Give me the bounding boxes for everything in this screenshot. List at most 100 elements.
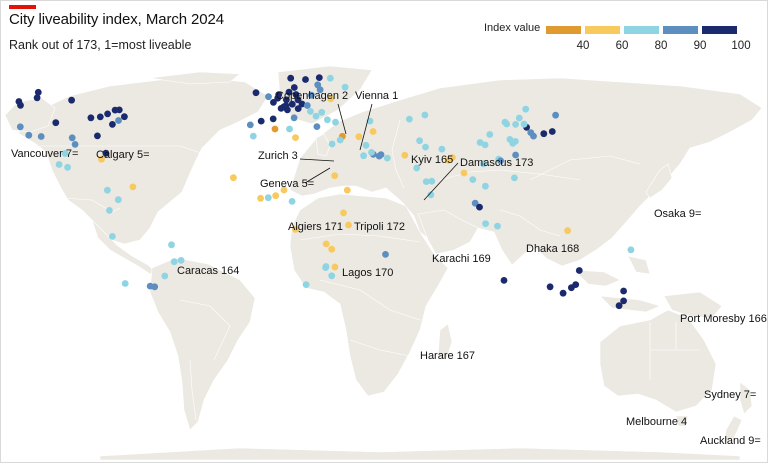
city-dot-91 (406, 115, 413, 123)
legend-tick-40: 40 (576, 40, 590, 52)
city-dot-89 (368, 149, 375, 156)
city-dot-110 (494, 222, 501, 230)
city-dot-46 (315, 74, 323, 81)
label-damascus: Damascus 173 (460, 157, 533, 169)
land-arctic-islands (149, 71, 241, 85)
city-dot-129 (520, 120, 528, 128)
legend-tick-100: 100 (731, 40, 751, 52)
label-zurich: Zurich 3 (258, 150, 298, 162)
label-osaka: Osaka 9= (654, 208, 701, 220)
legend-swatch-90-100 (702, 26, 737, 34)
land-japan (645, 163, 673, 199)
city-dot-117 (503, 120, 511, 128)
city-dot-35 (170, 258, 178, 266)
city-dot-47 (292, 91, 300, 98)
city-dot-161 (331, 263, 339, 271)
chart-subtitle: Rank out of 173, 1=most liveable (9, 38, 192, 52)
city-dot-87 (377, 151, 385, 158)
city-dot-59 (284, 106, 291, 114)
land-arabia (417, 209, 479, 255)
city-dot-61 (246, 121, 254, 129)
city-dot-124 (522, 105, 530, 113)
city-dot-68 (326, 74, 334, 82)
city-dot-162 (382, 251, 389, 258)
border-china-mongolia (529, 155, 641, 181)
landmass-layer (4, 65, 763, 460)
city-dot-65 (316, 86, 324, 94)
legend-swatch-80-90 (663, 26, 698, 34)
city-dot-62 (252, 89, 260, 97)
city-dot-60 (313, 123, 321, 130)
land-eurasia (289, 77, 763, 267)
world-map: Vancouver 7= Calgary 5= Copenhagen 2 Vie… (4, 65, 767, 460)
city-dot-11 (121, 113, 128, 121)
city-dot-151 (343, 186, 351, 194)
city-dot-10 (87, 114, 95, 122)
city-dot-95 (422, 143, 429, 151)
city-dot-16 (102, 149, 110, 157)
city-dot-97 (422, 178, 430, 185)
city-dot-123 (512, 121, 519, 128)
city-dot-126 (512, 151, 519, 159)
label-harare: Harare 167 (420, 350, 475, 362)
city-dot-100 (444, 156, 452, 164)
leader-zurich (299, 158, 335, 162)
city-dot-28 (106, 207, 113, 214)
city-dot-74 (271, 125, 279, 133)
city-dot-21 (64, 163, 71, 171)
city-dot-144 (615, 302, 623, 310)
city-dot-67 (341, 83, 349, 91)
city-dot-4 (25, 131, 33, 139)
city-dot-131 (540, 130, 548, 138)
border-australia-states (649, 322, 700, 380)
city-dot-75 (292, 134, 299, 141)
city-dot-104 (460, 169, 468, 177)
city-dot-137 (559, 289, 567, 297)
city-dot-139 (500, 277, 508, 284)
brand-accent-bar (9, 5, 36, 9)
land-antarctica (99, 447, 741, 460)
label-tripoli: Tripoli 172 (354, 221, 405, 233)
city-dot-26 (114, 196, 122, 204)
city-dot-154 (328, 245, 336, 253)
land-north-america (17, 77, 269, 245)
city-dot-72 (324, 116, 331, 124)
leader-damascus (423, 162, 459, 201)
city-dot-125 (515, 114, 523, 122)
city-dot-71 (312, 112, 320, 120)
city-dot-22 (55, 161, 63, 168)
city-dot-18 (68, 134, 76, 142)
label-auckland: Auckland 9= (700, 435, 761, 447)
land-new-zealand (723, 381, 753, 443)
city-dot-93 (401, 151, 409, 159)
city-dot-159 (328, 272, 336, 280)
city-dots-layer (15, 74, 635, 310)
city-dot-44 (287, 74, 295, 82)
city-dot-120 (481, 141, 489, 149)
border-central-asia (439, 169, 581, 181)
land-tasmania (675, 415, 689, 427)
border-central-africa (319, 279, 421, 321)
city-dot-9 (68, 96, 75, 104)
city-dot-96 (413, 164, 421, 172)
city-dot-155 (322, 240, 330, 248)
city-dot-32 (151, 283, 159, 291)
city-dot-73 (332, 118, 339, 126)
border-india-china (499, 209, 561, 237)
city-dot-15 (94, 132, 101, 140)
legend-tick-60: 60 (615, 40, 629, 52)
city-dot-33 (168, 241, 175, 249)
city-dot-58 (290, 114, 298, 122)
city-dot-142 (620, 287, 627, 295)
label-vienna: Vienna 1 (355, 90, 398, 102)
city-dot-70 (318, 108, 326, 116)
city-dot-42 (274, 94, 282, 102)
city-dot-81 (355, 133, 363, 141)
city-dot-40 (270, 99, 277, 106)
border-lines (40, 119, 700, 421)
border-sahara (299, 233, 421, 243)
legend-title: Index value (484, 22, 541, 34)
city-dot-12 (115, 117, 122, 124)
city-dot-163 (331, 172, 339, 180)
label-dhaka: Dhaka 168 (526, 243, 579, 255)
